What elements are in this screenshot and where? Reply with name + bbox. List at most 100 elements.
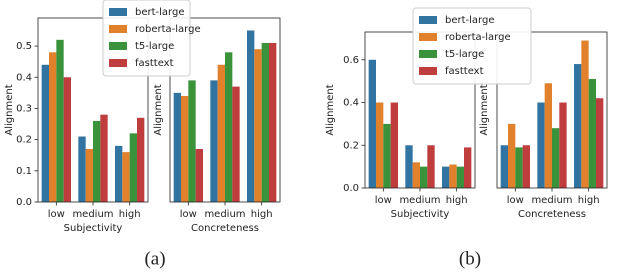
legend-swatch — [419, 16, 437, 24]
x-axis-label: Concreteness — [518, 209, 586, 220]
bar — [596, 98, 604, 188]
x-tick-label: high — [578, 195, 600, 206]
bar — [210, 80, 218, 202]
bar — [405, 145, 413, 188]
y-axis-label: Alignment — [479, 84, 490, 135]
bar — [537, 102, 545, 188]
x-axis-label: Concreteness — [191, 223, 259, 234]
x-tick-label: low — [507, 195, 524, 206]
bar — [232, 86, 240, 202]
x-tick-label: high — [251, 209, 273, 220]
y-tick-label: 0.5 — [16, 41, 32, 52]
x-tick-label: medium — [531, 195, 572, 206]
legend-swatch — [109, 25, 127, 33]
bar — [41, 64, 49, 202]
bar — [412, 162, 420, 188]
y-tick-label: 0.2 — [16, 135, 32, 146]
legend-label: t5-large — [445, 49, 484, 60]
y-tick-label: 0.0 — [16, 197, 32, 208]
legend-swatch — [419, 67, 437, 75]
bar — [442, 166, 450, 188]
bar — [500, 145, 508, 188]
y-tick-label: 0.4 — [343, 98, 359, 109]
bar — [247, 30, 255, 202]
bar — [93, 120, 101, 202]
bar — [515, 147, 523, 188]
bar — [456, 166, 464, 188]
y-axis-label: Alignment — [153, 84, 164, 135]
legend-box — [102, 0, 191, 77]
bar — [581, 40, 589, 189]
legend-label: bert-large — [135, 7, 184, 18]
legend-swatch — [419, 50, 437, 58]
legend-label: fasttext — [445, 66, 484, 77]
bar — [122, 152, 130, 202]
bar — [188, 80, 196, 202]
axes-frame — [169, 17, 281, 203]
bar — [522, 145, 530, 188]
bar — [173, 92, 181, 202]
caption: (a) — [144, 248, 165, 269]
bar — [49, 52, 57, 202]
legend-label: roberta-large — [135, 24, 201, 35]
axes-frame — [496, 31, 608, 189]
y-tick-label: 0.1 — [16, 166, 32, 177]
bar — [137, 117, 145, 202]
bar — [390, 102, 398, 188]
bar — [181, 95, 189, 202]
y-axis-label: Alignment — [4, 84, 15, 135]
y-tick-label: 0.4 — [16, 72, 32, 83]
legend-label: bert-large — [445, 15, 494, 26]
legend-swatch — [109, 42, 127, 50]
legend-label: roberta-large — [445, 32, 511, 43]
bar — [420, 166, 428, 188]
bar — [195, 148, 203, 202]
axes-frame — [37, 17, 149, 203]
x-tick-label: low — [180, 209, 197, 220]
bar — [464, 147, 472, 188]
bar — [588, 79, 596, 188]
bar — [100, 114, 108, 202]
y-tick-label: 0.2 — [343, 140, 359, 151]
legend-label: fasttext — [135, 58, 174, 69]
bar — [269, 42, 277, 202]
bar — [427, 145, 435, 188]
bar — [368, 59, 376, 188]
bar — [63, 77, 71, 202]
bar — [129, 133, 137, 202]
x-tick-label: high — [446, 195, 468, 206]
bar — [552, 128, 560, 188]
bar — [449, 164, 457, 188]
bar — [383, 123, 391, 188]
legend-swatch — [109, 59, 127, 67]
y-axis-label: Alignment — [325, 84, 336, 135]
bar — [261, 42, 269, 202]
x-tick-label: medium — [399, 195, 440, 206]
x-tick-label: high — [119, 209, 141, 220]
x-axis-label: Subjectivity — [391, 209, 450, 220]
y-tick-label: 0.0 — [343, 183, 359, 194]
bar — [574, 64, 582, 188]
x-axis-label: Subjectivity — [64, 223, 123, 234]
x-tick-label: medium — [72, 209, 113, 220]
x-tick-label: low — [375, 195, 392, 206]
bar — [78, 136, 86, 202]
bar — [56, 39, 64, 203]
y-tick-label: 0.6 — [343, 55, 359, 66]
bar — [225, 52, 233, 202]
x-tick-label: medium — [204, 209, 245, 220]
bar — [544, 83, 552, 188]
bar — [376, 102, 384, 188]
legend-swatch — [109, 8, 127, 16]
bar — [85, 148, 93, 202]
legend-box — [412, 7, 532, 85]
bar — [254, 49, 262, 203]
bar — [508, 123, 516, 188]
bar — [559, 102, 567, 188]
x-tick-label: low — [48, 209, 65, 220]
legend-label: t5-large — [135, 41, 174, 52]
caption: (b) — [459, 248, 481, 269]
bar — [115, 145, 123, 202]
y-tick-label: 0.3 — [16, 103, 32, 114]
